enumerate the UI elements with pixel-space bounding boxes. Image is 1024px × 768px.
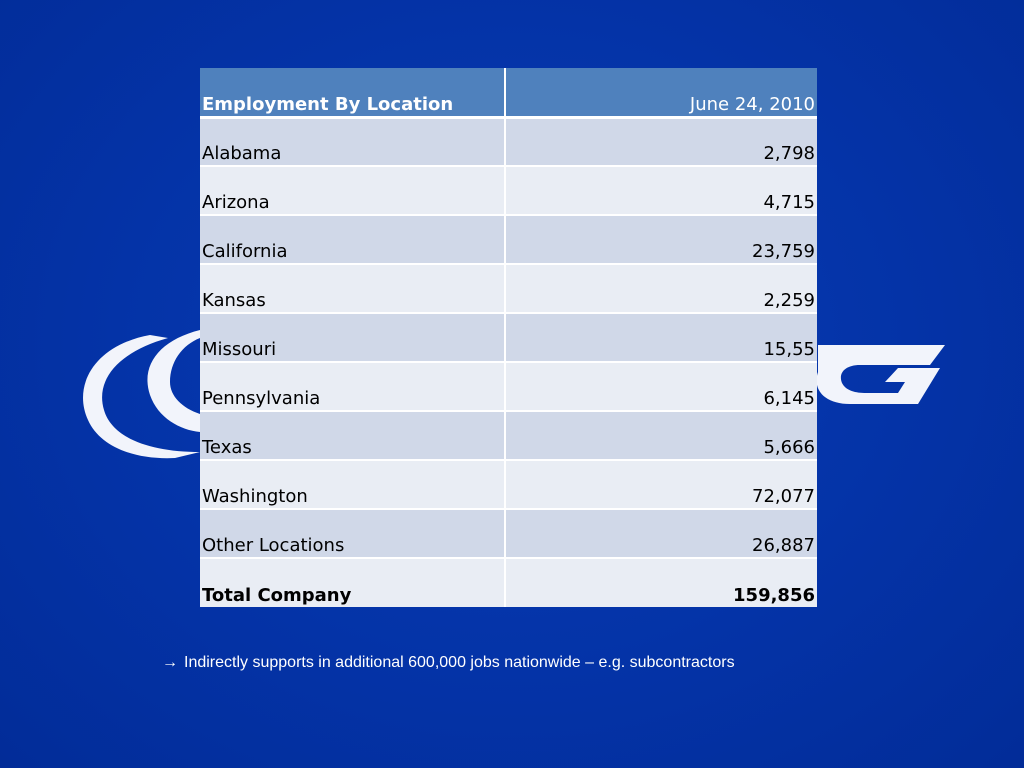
row-location: Other Locations bbox=[200, 509, 506, 559]
header-date: June 24, 2010 bbox=[505, 68, 817, 119]
row-employees: 4,715 bbox=[505, 166, 817, 216]
row-location: California bbox=[200, 215, 506, 265]
table-row: Texas 5,666 bbox=[200, 411, 817, 461]
row-location: Arizona bbox=[200, 166, 506, 216]
row-employees: 5,666 bbox=[505, 411, 817, 461]
table-row: Washington 72,077 bbox=[200, 460, 817, 510]
table-header-row: Employment By Location June 24, 2010 bbox=[200, 68, 817, 119]
header-location: Employment By Location bbox=[200, 68, 506, 119]
row-employees: 15,55 bbox=[505, 313, 817, 363]
row-employees: 2,798 bbox=[505, 117, 817, 167]
table-row: Missouri 15,55 bbox=[200, 313, 817, 363]
row-location: Washington bbox=[200, 460, 506, 510]
table-row: Pennsylvania 6,145 bbox=[200, 362, 817, 412]
employment-table: Employment By Location June 24, 2010 Ala… bbox=[200, 68, 817, 607]
row-employees: 23,759 bbox=[505, 215, 817, 265]
row-location: Missouri bbox=[200, 313, 506, 363]
row-employees: 2,259 bbox=[505, 264, 817, 314]
row-location: Pennsylvania bbox=[200, 362, 506, 412]
row-location: Texas bbox=[200, 411, 506, 461]
row-employees: 72,077 bbox=[505, 460, 817, 510]
table-row: Kansas 2,259 bbox=[200, 264, 817, 314]
row-location: Kansas bbox=[200, 264, 506, 314]
row-employees: 26,887 bbox=[505, 509, 817, 559]
table-row: Arizona 4,715 bbox=[200, 166, 817, 216]
total-employees: 159,856 bbox=[505, 558, 817, 607]
row-location: Alabama bbox=[200, 117, 506, 167]
footnote: → Indirectly supports in additional 600,0… bbox=[162, 652, 735, 674]
right-arrow-icon: → bbox=[162, 654, 178, 671]
table-row: Alabama 2,798 bbox=[200, 117, 817, 167]
footnote-text: Indirectly supports in additional 600,00… bbox=[184, 654, 735, 671]
total-location: Total Company bbox=[200, 558, 506, 607]
table-row: Other Locations 26,887 bbox=[200, 509, 817, 559]
table-total-row: Total Company 159,856 bbox=[200, 558, 817, 607]
table-row: California 23,759 bbox=[200, 215, 817, 265]
row-employees: 6,145 bbox=[505, 362, 817, 412]
